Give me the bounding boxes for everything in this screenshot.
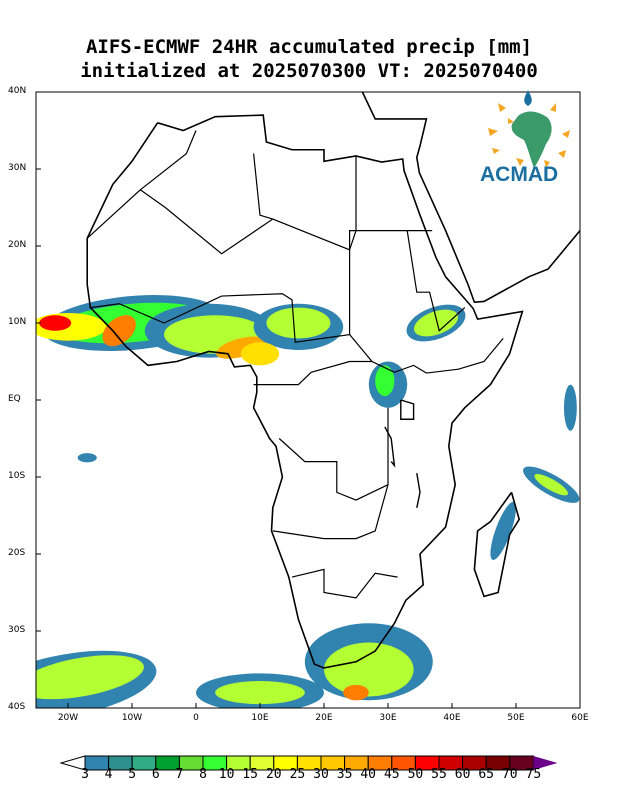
lat-label: 30N bbox=[8, 163, 27, 173]
lon-label: 50E bbox=[507, 713, 525, 723]
precip-area bbox=[534, 474, 569, 496]
precip-area bbox=[490, 501, 516, 560]
precip-area bbox=[77, 453, 97, 463]
precip-area bbox=[324, 642, 414, 697]
colorbar-swatch bbox=[509, 755, 534, 771]
acmad-logo-text: ACMAD bbox=[480, 163, 559, 186]
colorbar-label: 40 bbox=[360, 767, 377, 782]
acmad-logo bbox=[488, 90, 570, 168]
boundary-line bbox=[473, 491, 521, 598]
precip-area bbox=[102, 315, 136, 347]
colorbar-label: 65 bbox=[478, 767, 495, 782]
colorbar-label: 10 bbox=[218, 767, 235, 782]
precip-area bbox=[413, 309, 459, 337]
boundary-line bbox=[139, 130, 197, 191]
colorbar-label: 8 bbox=[199, 767, 207, 782]
colorbar-label: 6 bbox=[151, 767, 160, 782]
colorbar-label: 75 bbox=[525, 767, 542, 782]
boundary-line bbox=[253, 153, 273, 220]
boundary-line bbox=[291, 568, 398, 599]
lat-label: 20N bbox=[8, 240, 27, 250]
lat-label: 20S bbox=[8, 548, 26, 558]
colorbar-label: 55 bbox=[431, 767, 447, 782]
boundary-line bbox=[272, 407, 389, 540]
lat-label: 10N bbox=[8, 317, 27, 327]
boundary-line bbox=[406, 230, 466, 332]
lon-label: 40E bbox=[443, 713, 461, 723]
precip-area bbox=[215, 681, 305, 705]
lon-label: 20W bbox=[57, 713, 79, 723]
boundary-line bbox=[278, 438, 389, 501]
boundary-line bbox=[361, 92, 428, 173]
boundary-line bbox=[86, 189, 433, 255]
colorbar-label: 5 bbox=[128, 767, 137, 782]
precip-area bbox=[39, 315, 72, 331]
lon-label: 10W bbox=[121, 713, 143, 723]
boundary-line bbox=[416, 473, 421, 508]
colorbar-label: 70 bbox=[501, 767, 518, 782]
title-line-2: initialized at 2025070300 VT: 2025070400 bbox=[80, 60, 538, 82]
boundary-line bbox=[400, 399, 415, 420]
colorbar-label: 30 bbox=[313, 767, 329, 782]
lon-label: 30E bbox=[379, 713, 397, 723]
lon-label: 10E bbox=[251, 713, 269, 723]
precip-area bbox=[36, 655, 144, 700]
boundary-line bbox=[90, 155, 357, 343]
colorbar-label: 45 bbox=[383, 767, 400, 782]
boundary-line bbox=[418, 172, 580, 304]
lat-label: 40S bbox=[8, 702, 26, 712]
precip-area bbox=[266, 307, 331, 339]
colorbar-label: 7 bbox=[175, 767, 184, 782]
colorbar-label: 60 bbox=[454, 767, 471, 782]
colorbar-label: 35 bbox=[336, 767, 353, 782]
title-line-1: AIFS-ECMWF 24HR accumulated precip [mm] bbox=[85, 36, 533, 58]
boundary-line bbox=[349, 334, 504, 374]
lon-label: 60E bbox=[571, 713, 589, 723]
colorbar-label: 20 bbox=[265, 767, 282, 782]
precip-area bbox=[240, 342, 280, 366]
lat-label: EQ bbox=[8, 394, 21, 404]
precip-area bbox=[564, 384, 577, 431]
lon-label: 0 bbox=[193, 713, 199, 723]
lon-label: 20E bbox=[315, 713, 333, 723]
precip-area bbox=[375, 365, 395, 397]
lat-label: 30S bbox=[8, 625, 26, 635]
colorbar-label: 15 bbox=[242, 767, 259, 782]
colorbar-label: 4 bbox=[104, 767, 113, 782]
precip-area bbox=[343, 684, 369, 701]
lat-label: 10S bbox=[8, 471, 26, 481]
colorbar-label: 3 bbox=[81, 767, 89, 782]
colorbar-over-arrow bbox=[533, 756, 558, 770]
boundary-line bbox=[86, 114, 524, 669]
colorbar-label: 25 bbox=[289, 767, 306, 782]
boundary-line bbox=[253, 360, 372, 386]
colorbar-label: 50 bbox=[407, 767, 424, 782]
lat-label: 40N bbox=[8, 86, 27, 96]
